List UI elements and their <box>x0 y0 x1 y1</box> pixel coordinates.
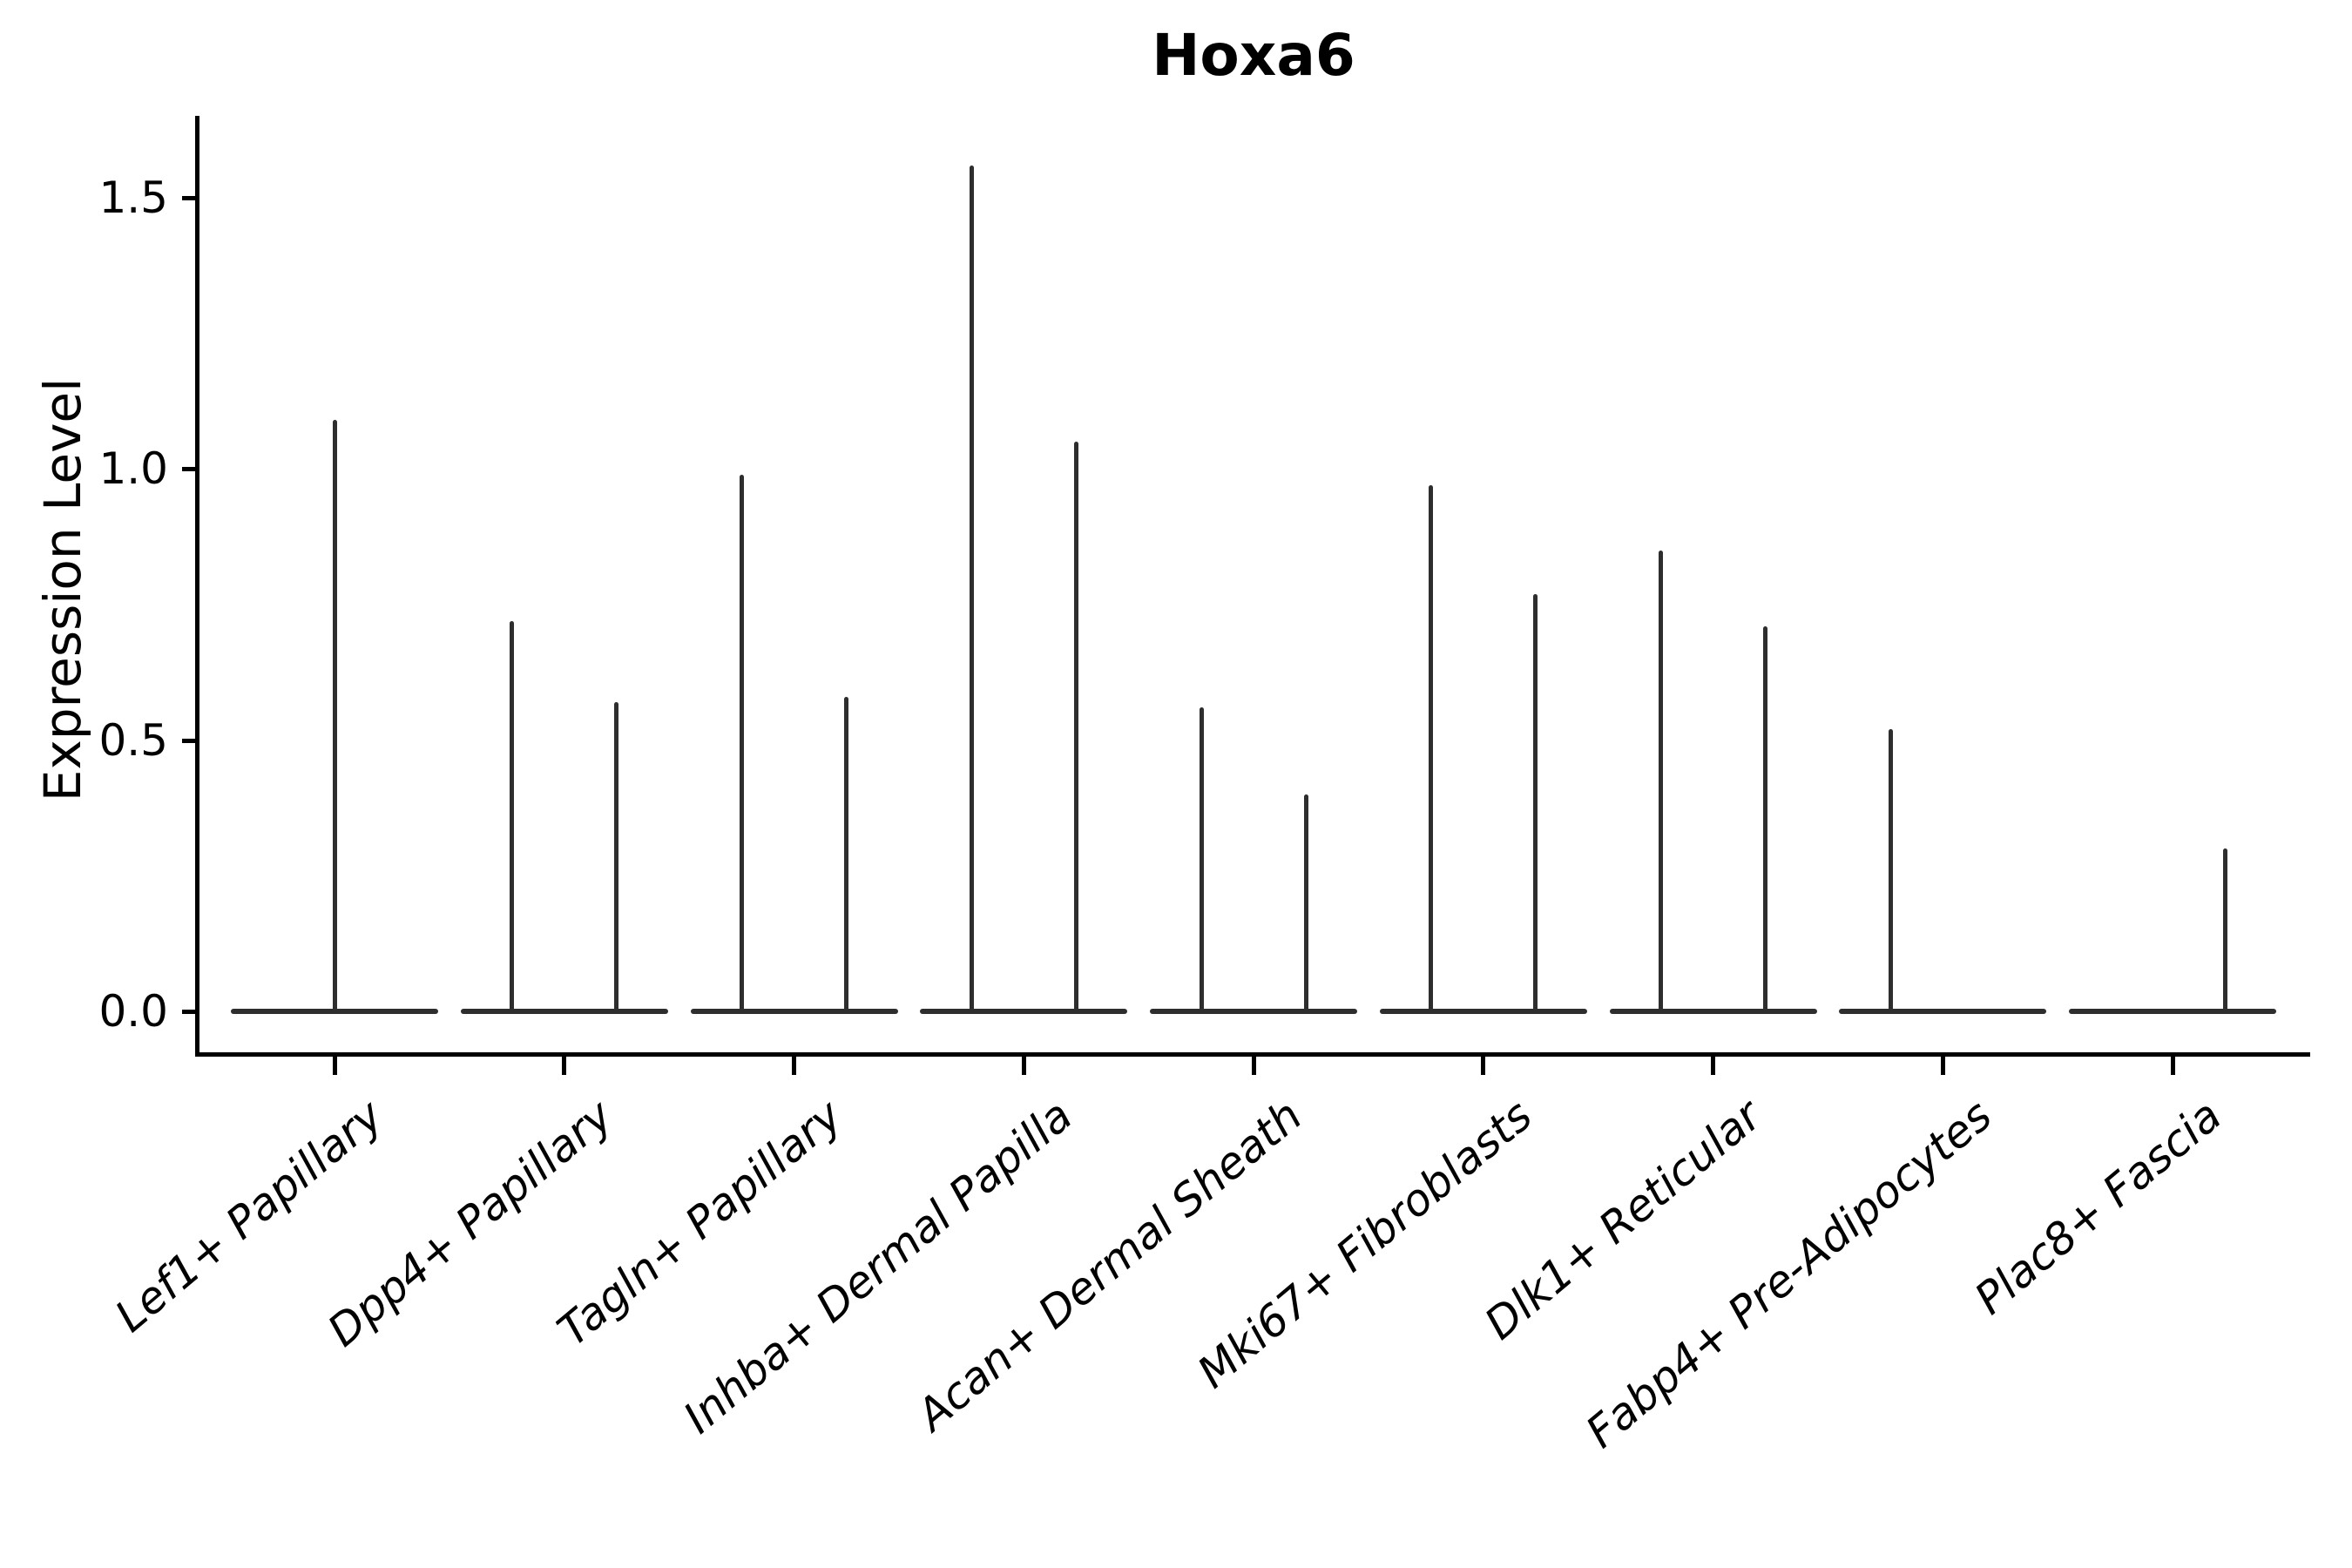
violin-base <box>1150 1009 1357 1014</box>
violin-spike <box>740 474 744 1011</box>
y-tick-label: 0.0 <box>98 986 168 1037</box>
violin-base <box>1609 1009 1817 1014</box>
x-tick-label: Inhba+ Dermal Papilla <box>674 1090 1082 1443</box>
y-tick <box>182 196 197 201</box>
x-tick-label: Plac8+ Fascia <box>1964 1090 2231 1325</box>
violin-spike <box>614 702 619 1011</box>
violin-base <box>920 1009 1128 1014</box>
violin-spike <box>1533 593 1538 1011</box>
violin-spike <box>1073 442 1078 1011</box>
chart-title: Hoxa6 <box>1152 22 1355 89</box>
x-tick <box>792 1055 796 1075</box>
violin-base <box>2069 1009 2276 1014</box>
violin-spike <box>1659 550 1663 1011</box>
y-axis-spine <box>195 116 199 1057</box>
violin-spike <box>1199 707 1204 1011</box>
y-tick <box>182 467 197 472</box>
y-tick <box>182 1010 197 1014</box>
violin-base <box>1379 1009 1587 1014</box>
x-tick <box>1940 1055 1945 1075</box>
x-tick <box>2170 1055 2175 1075</box>
y-tick-label: 0.5 <box>98 714 168 766</box>
x-axis-spine <box>195 1052 2310 1057</box>
x-tick <box>1481 1055 1486 1075</box>
violin-spike <box>1429 485 1434 1011</box>
violin-base <box>1839 1009 2047 1014</box>
y-tick-label: 1.5 <box>98 172 168 224</box>
x-tick <box>332 1055 337 1075</box>
y-tick <box>182 738 197 743</box>
x-tick <box>562 1055 567 1075</box>
violin-spike <box>332 420 337 1011</box>
violin-base <box>460 1009 668 1014</box>
x-tick <box>1021 1055 1026 1075</box>
x-tick-label: Acan+ Dermal Sheath <box>907 1090 1312 1441</box>
violin-spike <box>1888 729 1893 1011</box>
violin-spike <box>1763 625 1767 1011</box>
violin-base <box>690 1009 898 1014</box>
violin-spike <box>510 620 515 1011</box>
x-tick-label: Fabp4+ Pre-Adipocytes <box>1576 1090 2001 1458</box>
y-tick-label: 1.0 <box>98 443 168 495</box>
x-tick <box>1711 1055 1715 1075</box>
violin-spike <box>844 696 848 1011</box>
x-tick <box>1251 1055 1256 1075</box>
violin-spike <box>2222 848 2227 1011</box>
violin-spike <box>969 165 974 1011</box>
violin-base <box>231 1009 438 1014</box>
violin-spike <box>1303 794 1308 1011</box>
